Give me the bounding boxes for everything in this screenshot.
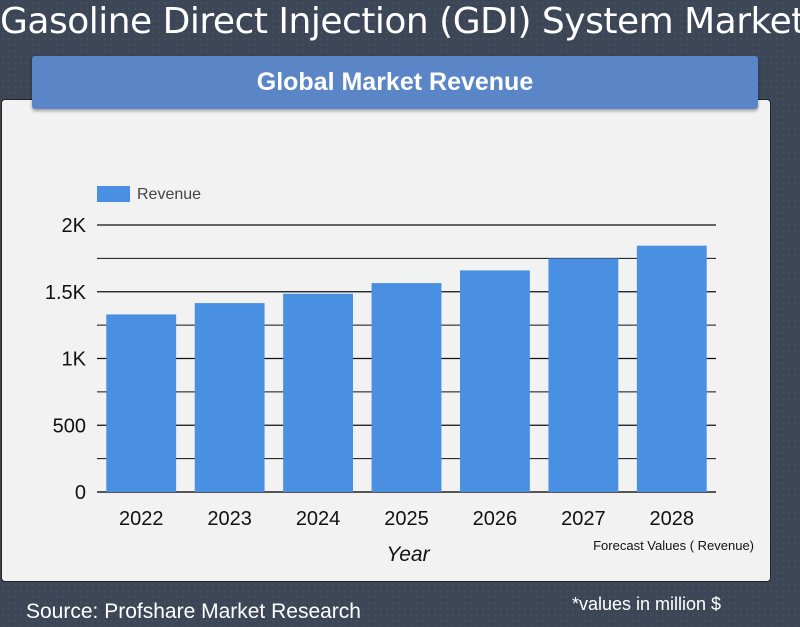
x-tick-labels: 2022 2023 2024 2025 2026 2027 2028 xyxy=(119,508,694,530)
bar-2023 xyxy=(194,303,265,492)
forecast-note: Forecast Values ( Revenue) xyxy=(593,538,754,553)
x-tick-label: 2026 xyxy=(473,508,518,530)
x-tick-label: 2028 xyxy=(650,508,695,530)
bar-2025 xyxy=(371,283,442,492)
bars xyxy=(106,245,707,492)
units-note: *values in million $ xyxy=(572,594,722,614)
x-tick-label: 2022 xyxy=(119,508,164,530)
x-axis-title: Year xyxy=(386,543,430,566)
bar-2024 xyxy=(283,293,354,492)
x-tick-label: 2023 xyxy=(207,508,252,530)
legend-swatch xyxy=(97,186,130,202)
y-tick-label: 500 xyxy=(53,415,86,437)
y-tick-label: 1K xyxy=(62,349,87,371)
source-text: Source: Profshare Market Research xyxy=(26,600,361,623)
y-tick-labels: 0 500 1K 1.5K 2K xyxy=(45,215,87,504)
x-tick-label: 2024 xyxy=(296,508,341,530)
y-tick-label: 0 xyxy=(75,482,86,504)
y-tick-label: 1.5K xyxy=(45,282,87,304)
chart-banner: Global Market Revenue xyxy=(32,56,758,109)
x-tick-label: 2025 xyxy=(384,508,429,530)
legend-label: Revenue xyxy=(137,186,201,203)
bar-2026 xyxy=(459,270,530,492)
page-title: Gasoline Direct Injection (GDI) System M… xyxy=(0,1,800,42)
bar-2022 xyxy=(106,314,177,492)
bar-2027 xyxy=(548,258,619,492)
bar-2028 xyxy=(636,245,707,492)
x-tick-label: 2027 xyxy=(561,508,606,530)
y-tick-label: 2K xyxy=(62,215,87,237)
